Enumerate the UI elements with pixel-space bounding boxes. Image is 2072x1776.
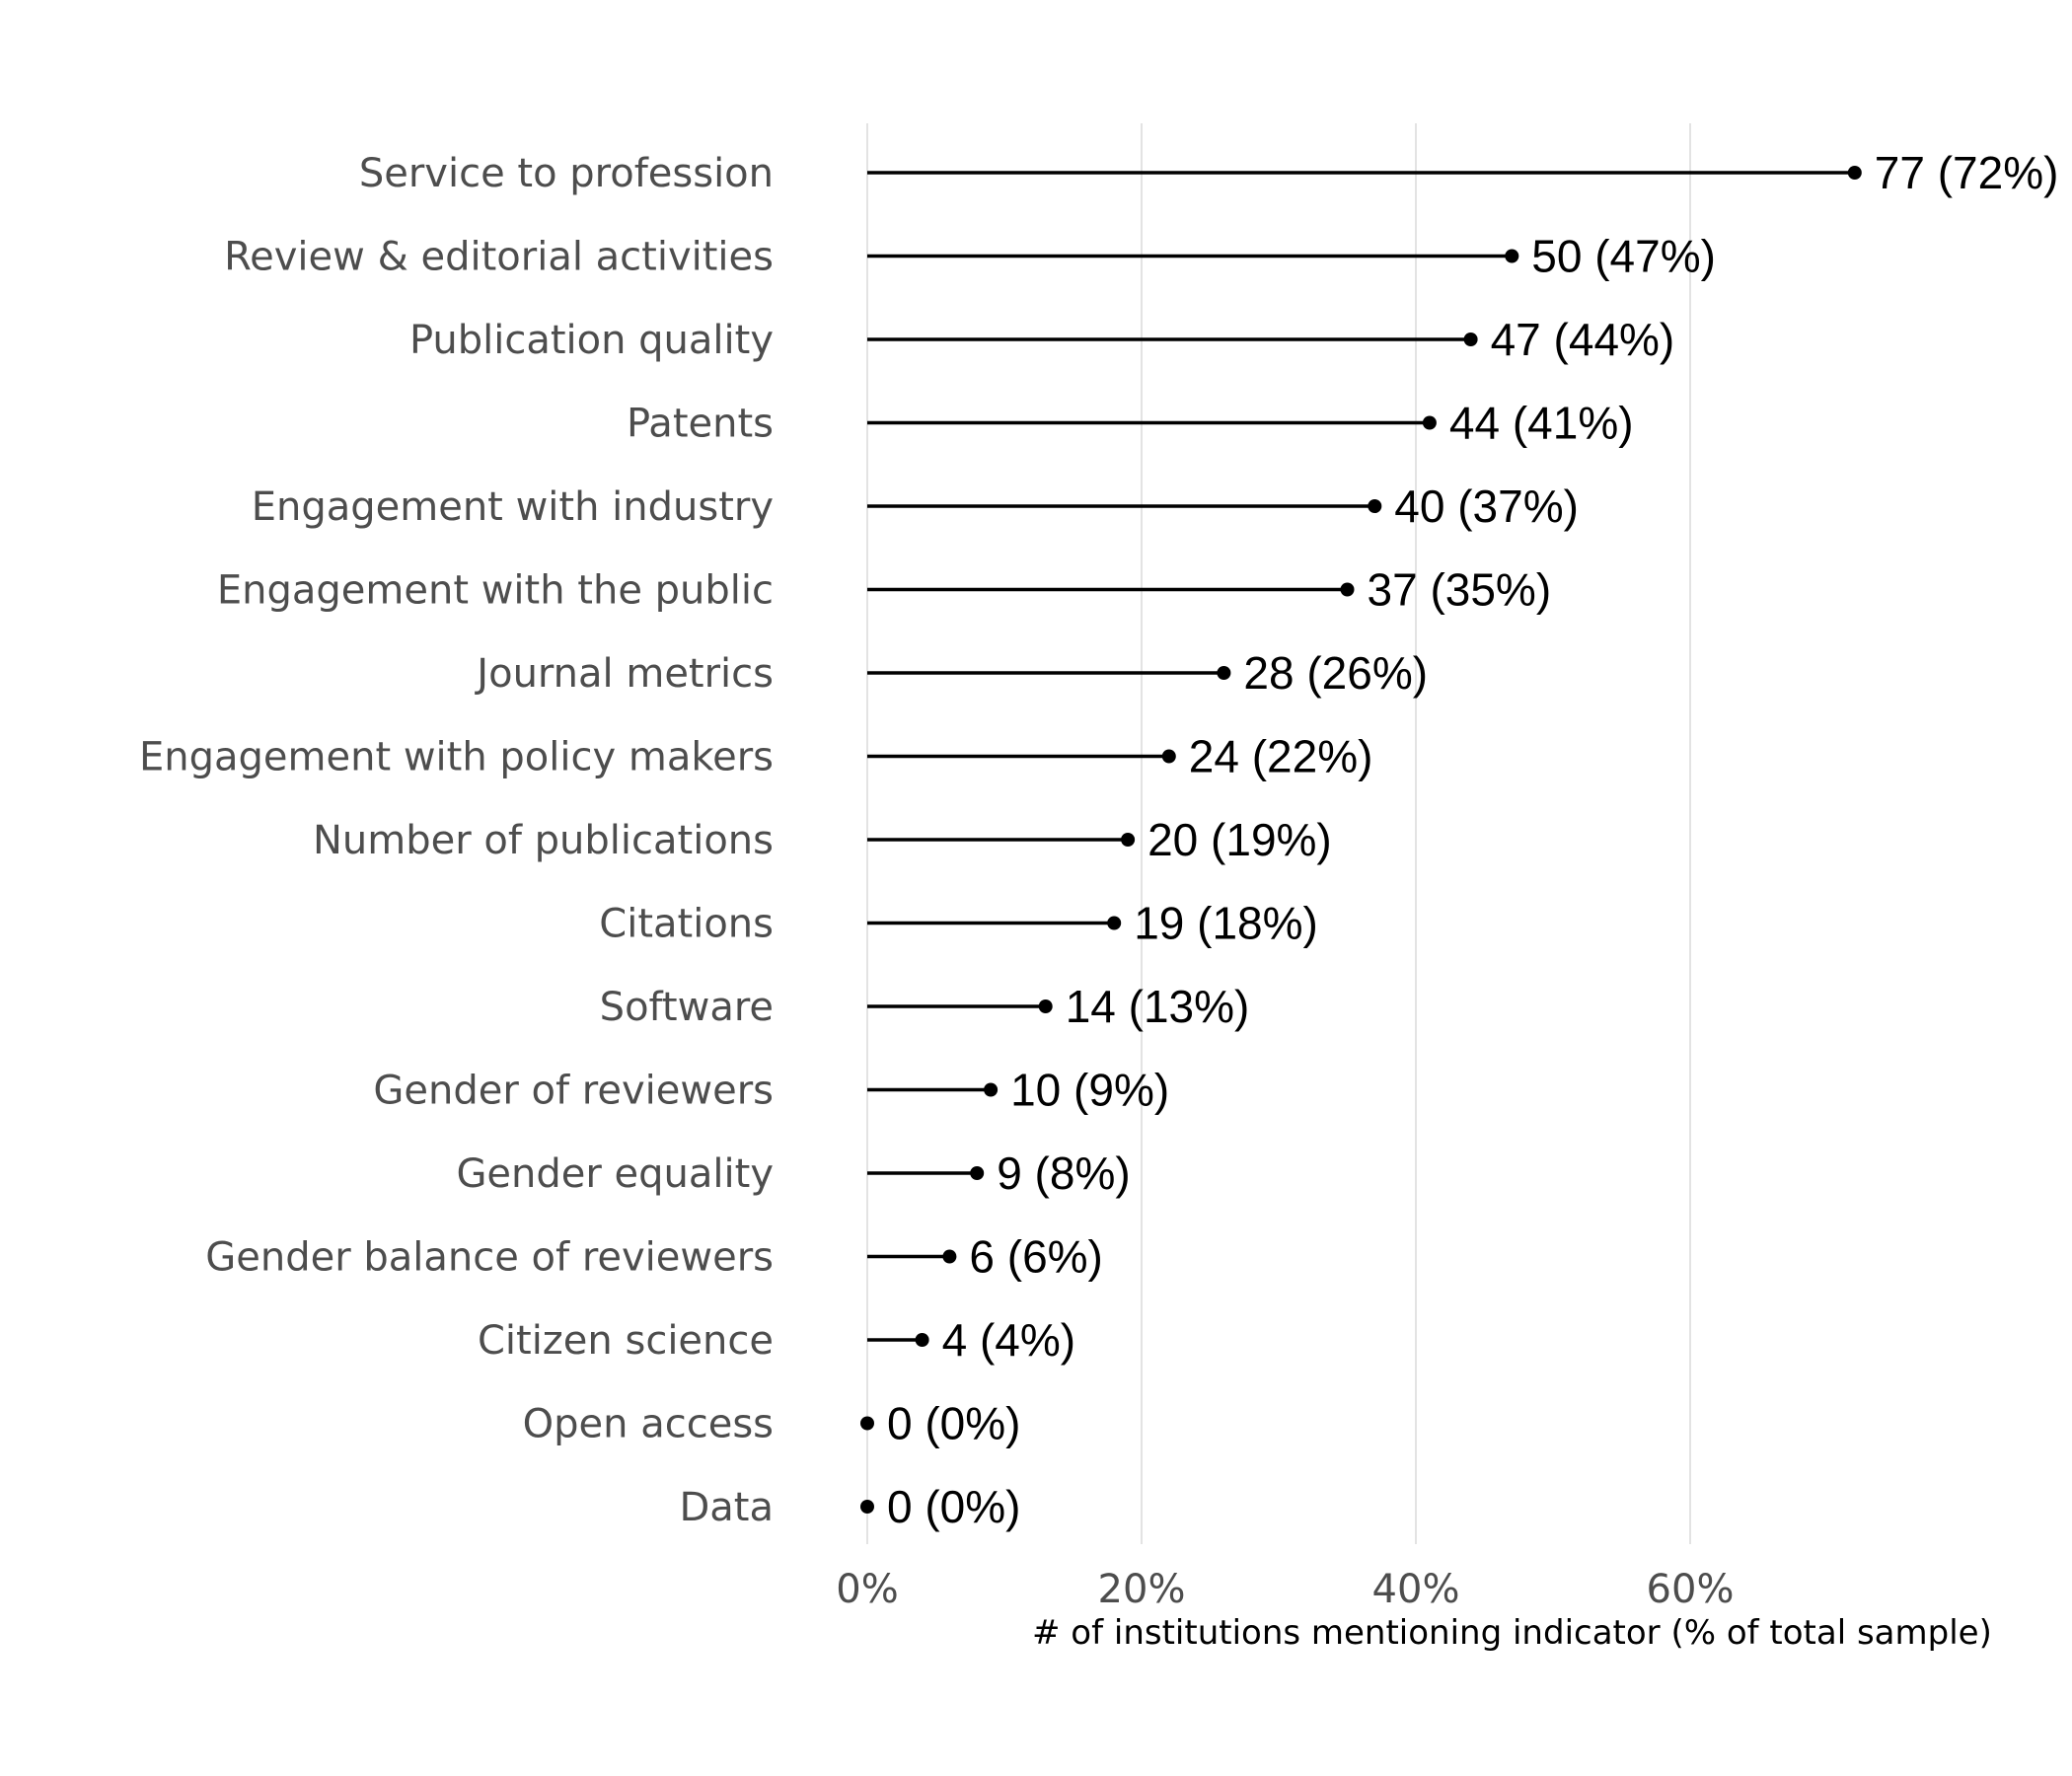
gridlines bbox=[866, 123, 1691, 1544]
lollipop-dot bbox=[915, 1333, 929, 1347]
category-label: Gender equality bbox=[456, 1151, 774, 1197]
category-label: Review & editorial activities bbox=[224, 235, 774, 280]
category-label: Patents bbox=[627, 402, 774, 447]
value-label: 4 (4%) bbox=[942, 1314, 1075, 1366]
lollipop-dot bbox=[1368, 499, 1382, 513]
lollipop-dot bbox=[1107, 916, 1122, 930]
value-label: 6 (6%) bbox=[969, 1231, 1102, 1283]
value-label: 20 (19%) bbox=[1147, 814, 1332, 865]
category-label: Gender balance of reviewers bbox=[205, 1235, 774, 1281]
x-tick-label: 20% bbox=[1098, 1567, 1186, 1612]
category-label: Gender of reviewers bbox=[373, 1069, 774, 1114]
lollipop-dot bbox=[1422, 415, 1437, 430]
category-label: Engagement with policy makers bbox=[139, 735, 774, 780]
category-label: Journal metrics bbox=[474, 651, 774, 697]
value-label: 14 (13%) bbox=[1066, 981, 1250, 1032]
category-label: Open access bbox=[523, 1402, 774, 1447]
y-axis-categories: Service to profession Review & editorial … bbox=[139, 151, 774, 1530]
lollipop-dot bbox=[1463, 333, 1478, 346]
category-label: Service to profession bbox=[359, 151, 774, 196]
value-label: 19 (18%) bbox=[1134, 898, 1318, 949]
lollipop-dot bbox=[1161, 749, 1176, 764]
value-label: 0 (0%) bbox=[887, 1398, 1020, 1449]
value-label: 40 (37%) bbox=[1394, 481, 1579, 532]
value-label: 44 (41%) bbox=[1449, 398, 1634, 449]
category-label: Citizen science bbox=[478, 1318, 774, 1364]
value-label: 28 (26%) bbox=[1243, 647, 1428, 699]
lollipop-dot bbox=[970, 1166, 985, 1180]
value-label: 47 (44%) bbox=[1491, 314, 1675, 365]
category-label: Engagement with industry bbox=[252, 484, 774, 530]
lollipop-dot bbox=[1847, 166, 1862, 180]
value-label: 77 (72%) bbox=[1875, 147, 2059, 198]
lollipop-dot bbox=[1038, 999, 1053, 1013]
lollipop-dot bbox=[1505, 249, 1519, 263]
category-label: Data bbox=[679, 1485, 774, 1530]
value-label: 24 (22%) bbox=[1189, 731, 1373, 782]
x-tick-label: 0% bbox=[836, 1567, 898, 1612]
category-label: Engagement with the public bbox=[217, 568, 774, 614]
value-label: 50 (47%) bbox=[1531, 231, 1716, 282]
lollipop-dot bbox=[1217, 666, 1231, 680]
lollipop-dot bbox=[1340, 582, 1355, 597]
data-marks: 77 (72%) 50 (47%) 47 (44%) 44 (41%) 40 (37%)… bbox=[860, 147, 2058, 1532]
category-label: Number of publications bbox=[313, 818, 774, 863]
x-tick-label: 60% bbox=[1647, 1567, 1735, 1612]
lollipop-dot bbox=[860, 1500, 874, 1514]
x-axis-title: # of institutions mentioning indicator (… bbox=[1032, 1613, 1992, 1653]
category-label: Citations bbox=[599, 902, 774, 947]
lollipop-dot bbox=[984, 1082, 999, 1097]
x-tick-label: 40% bbox=[1372, 1567, 1460, 1612]
category-label: Software bbox=[600, 985, 774, 1030]
lollipop-dot bbox=[942, 1249, 957, 1264]
value-label: 0 (0%) bbox=[887, 1481, 1020, 1532]
x-axis-ticks: 0% 20% 40% 60% bbox=[836, 1567, 1734, 1612]
value-label: 9 (8%) bbox=[997, 1147, 1130, 1199]
lollipop-dot bbox=[860, 1416, 874, 1431]
lollipop-dot bbox=[1121, 833, 1136, 847]
category-label: Publication quality bbox=[409, 318, 774, 363]
value-label: 10 (9%) bbox=[1010, 1065, 1169, 1116]
value-label: 37 (35%) bbox=[1368, 564, 1552, 616]
